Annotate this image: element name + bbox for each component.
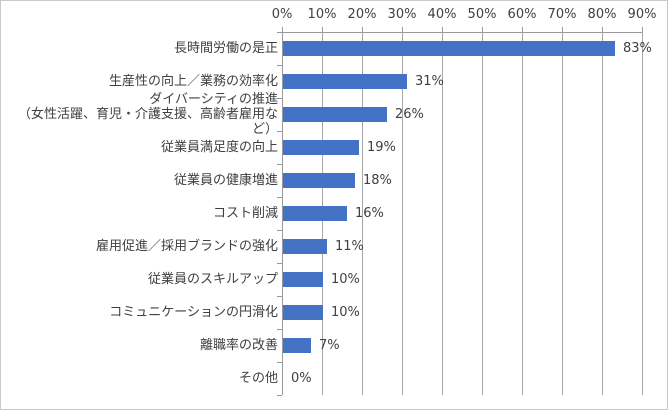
x-axis-tick [282, 27, 283, 32]
category-axis-tick [277, 65, 282, 66]
x-tick-label: 70% [547, 7, 577, 22]
x-tick-label: 10% [307, 7, 337, 22]
category-axis-tick [277, 230, 282, 231]
category-axis-tick [277, 197, 282, 198]
bar [283, 206, 347, 221]
bar [283, 239, 327, 254]
x-gridline [522, 32, 523, 395]
x-axis-line [282, 32, 643, 33]
value-label: 10% [331, 272, 360, 287]
category-label: 長時間労働の是正 [173, 41, 278, 56]
category-label: 雇用促進／採用ブランドの強化 [95, 239, 278, 254]
x-gridline [442, 32, 443, 395]
x-axis-tick [602, 27, 603, 32]
x-axis-tick [362, 27, 363, 32]
x-axis-tick [642, 27, 643, 32]
x-gridline [562, 32, 563, 395]
bar [283, 305, 323, 320]
x-axis-tick [522, 27, 523, 32]
x-axis-tick [562, 27, 563, 32]
category-label: コスト削減 [212, 206, 278, 221]
x-tick-label: 60% [507, 7, 537, 22]
category-axis-tick [277, 263, 282, 264]
x-axis-tick [402, 27, 403, 32]
category-label: 従業員のスキルアップ [147, 272, 278, 287]
category-axis-tick [277, 164, 282, 165]
x-gridline [362, 32, 363, 395]
x-tick-label: 20% [347, 7, 377, 22]
value-label: 0% [291, 371, 312, 386]
category-label: コミュニケーションの円滑化 [109, 305, 278, 320]
x-axis-tick [442, 27, 443, 32]
category-label: 従業員の健康増進 [173, 173, 278, 188]
x-axis-tick [482, 27, 483, 32]
x-gridline [602, 32, 603, 395]
bar [283, 338, 311, 353]
x-tick-label: 80% [587, 7, 617, 22]
x-tick-label: 30% [387, 7, 417, 22]
value-label: 18% [363, 173, 392, 188]
value-label: 7% [319, 338, 340, 353]
x-gridline [642, 32, 643, 395]
x-tick-label: 50% [467, 7, 497, 22]
category-axis-tick [277, 131, 282, 132]
category-axis-tick [277, 296, 282, 297]
value-label: 11% [335, 239, 364, 254]
x-gridline [402, 32, 403, 395]
value-label: 10% [331, 305, 360, 320]
category-axis-tick [277, 395, 282, 396]
x-gridline [482, 32, 483, 395]
category-axis-tick [277, 362, 282, 363]
category-axis-tick [277, 329, 282, 330]
x-tick-label: 90% [627, 7, 657, 22]
x-tick-label: 0% [271, 7, 293, 22]
value-label: 19% [367, 140, 396, 155]
category-label: ダイバーシティの推進 （女性活躍、育児・介護支援、高齢者雇用など） [17, 92, 278, 137]
bar [283, 173, 355, 188]
x-tick-label: 40% [427, 7, 457, 22]
value-label: 31% [415, 74, 444, 89]
bar [283, 272, 323, 287]
category-axis-tick [277, 98, 282, 99]
x-axis-tick [322, 27, 323, 32]
category-label: その他 [238, 371, 278, 386]
category-axis-tick [277, 32, 282, 33]
category-axis-line [282, 32, 283, 395]
bar [283, 140, 359, 155]
value-label: 26% [395, 107, 424, 122]
bar [283, 74, 407, 89]
category-label: 離職率の改善 [199, 338, 278, 353]
bar [283, 41, 615, 56]
bar [283, 107, 387, 122]
category-label: 従業員満足度の向上 [160, 140, 278, 155]
value-label: 16% [355, 206, 384, 221]
category-label: 生産性の向上／業務の効率化 [108, 74, 278, 89]
value-label: 83% [623, 41, 652, 56]
